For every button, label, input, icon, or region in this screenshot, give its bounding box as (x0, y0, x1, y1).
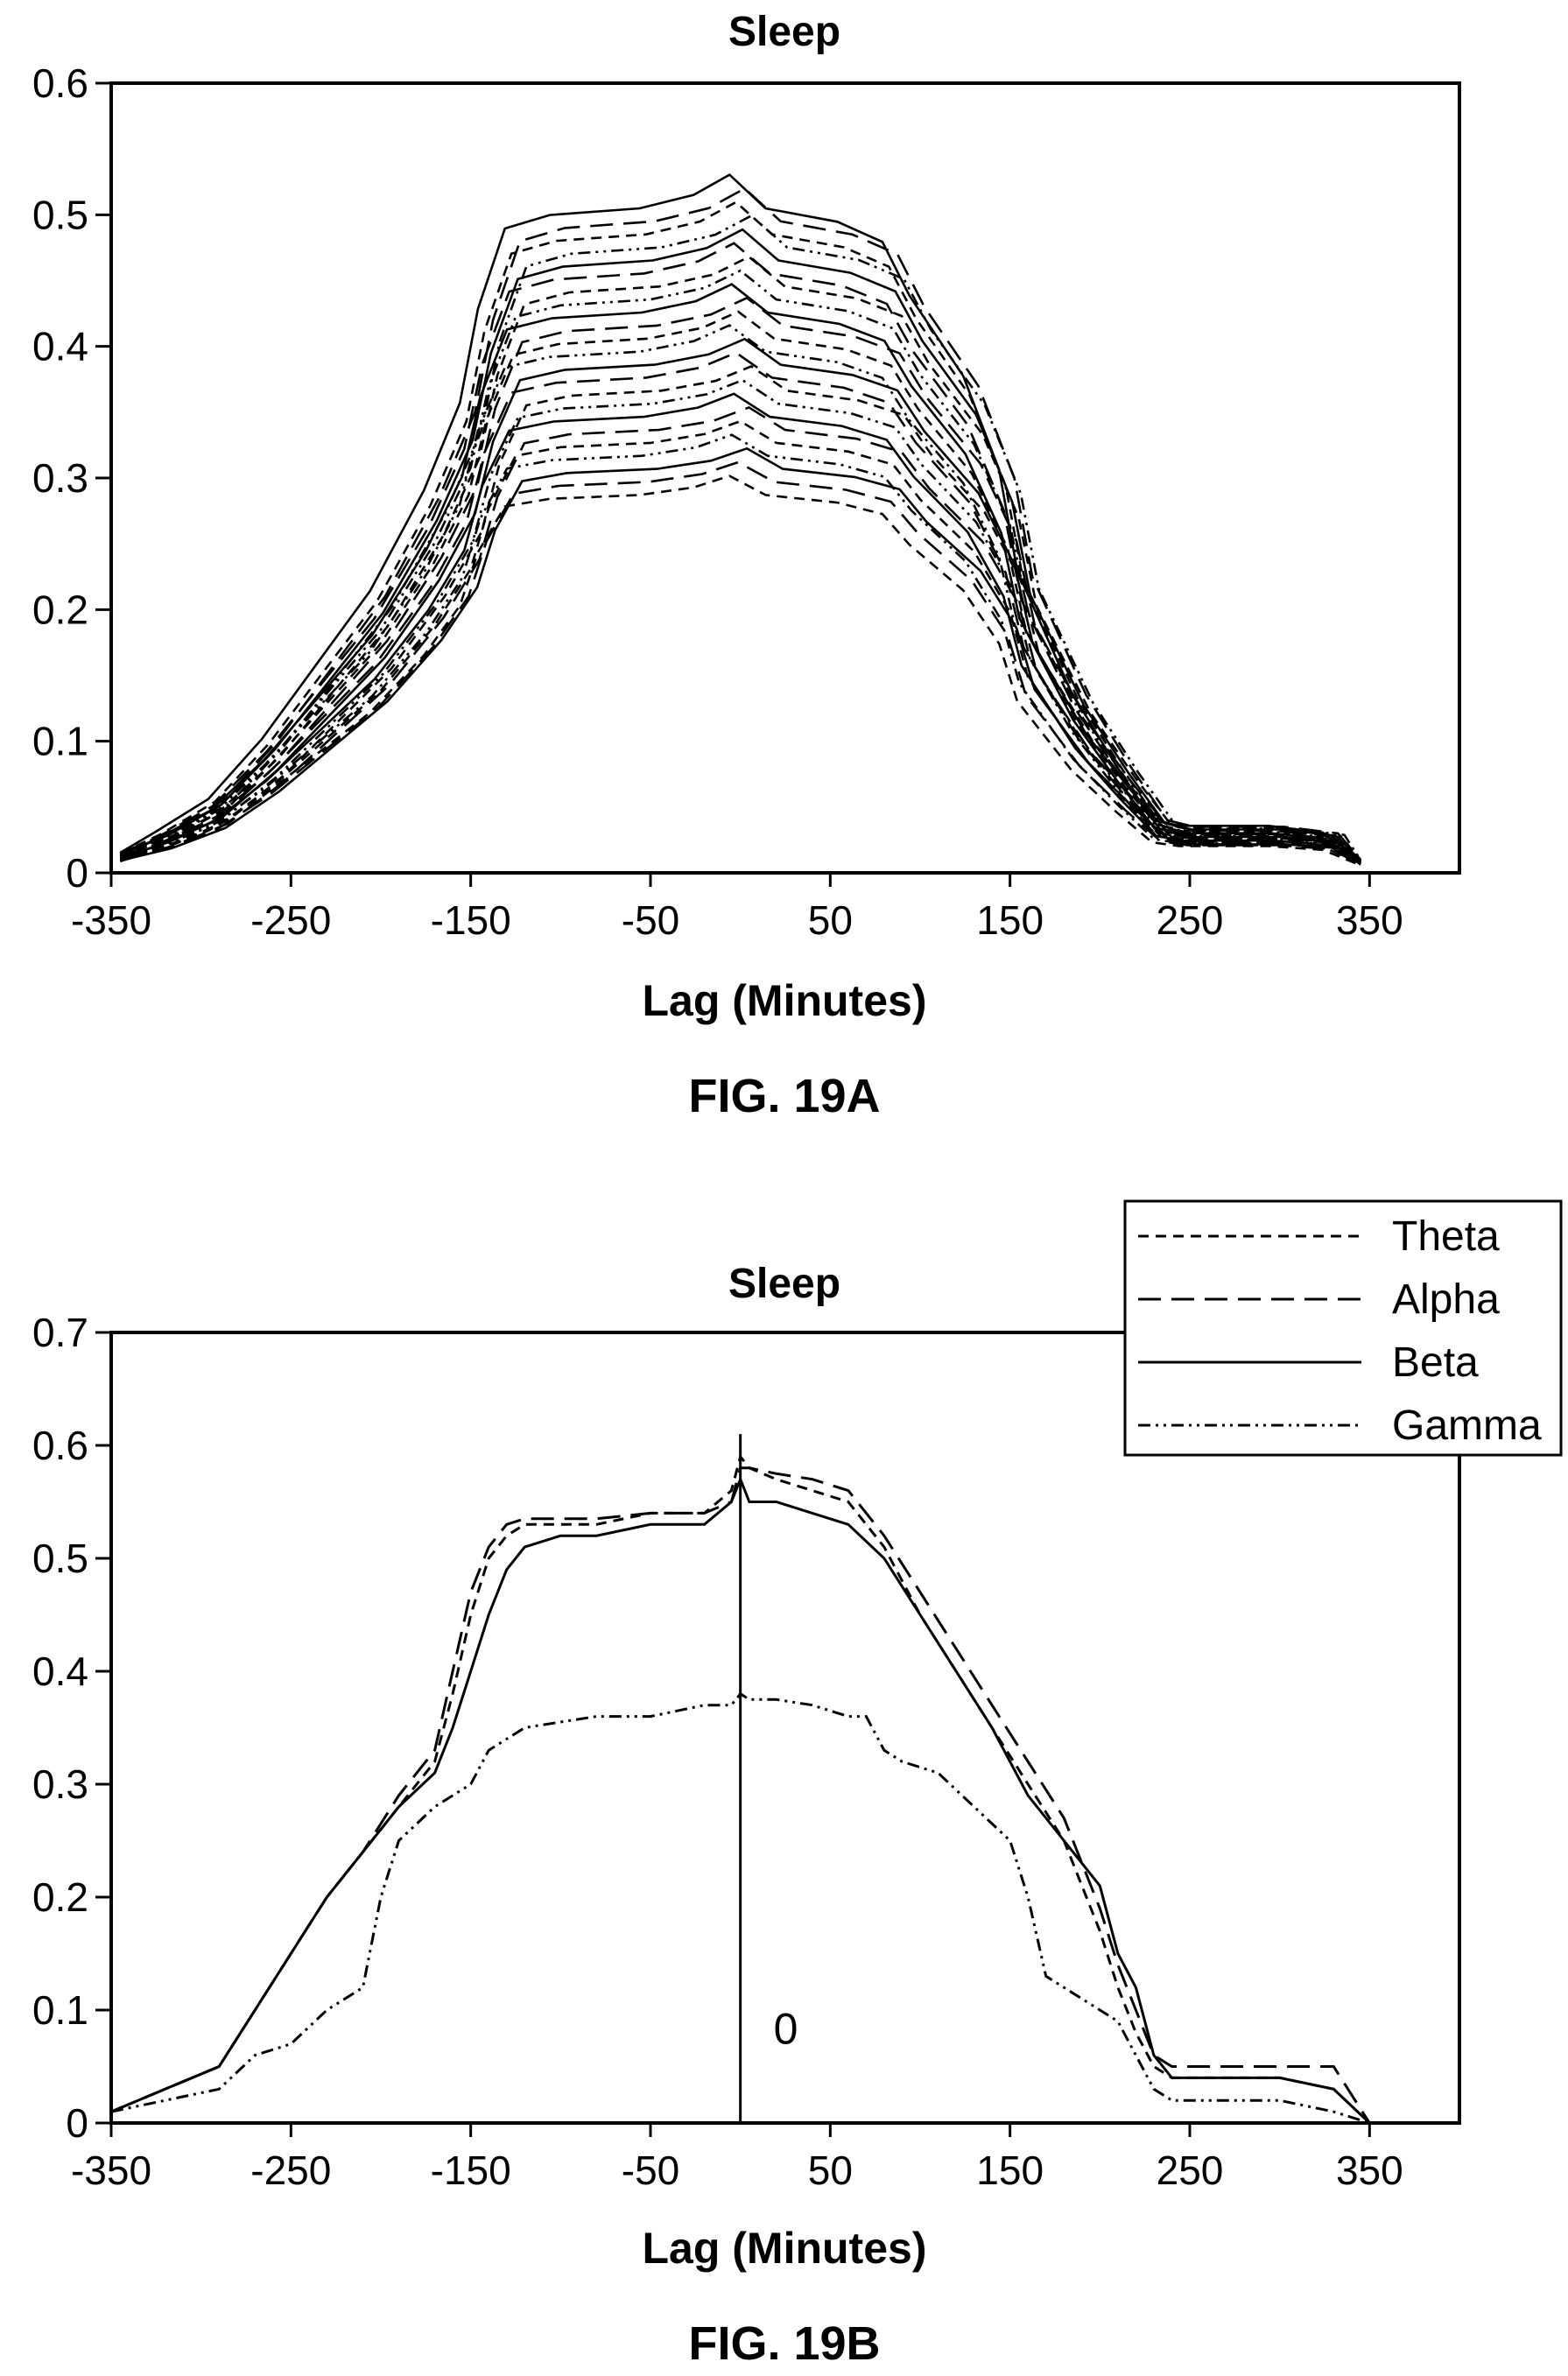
bundle-line (119, 365, 1362, 864)
legend-box (1123, 1199, 1563, 1457)
legend-entries: Theta Alpha Beta Gamma (1138, 1213, 1542, 1449)
chart-19a-y-axis: 0 0.1 0.2 0.3 0.4 0.5 0.6 (32, 60, 111, 896)
y-tick-label: 0 (66, 2100, 88, 2146)
y-tick-label: 0.7 (32, 1310, 88, 1355)
x-tick-label: -350 (71, 897, 151, 943)
bundle-line (119, 186, 1362, 861)
y-tick-label: 0.5 (32, 192, 88, 237)
chart-19b-x-axis-label: Lag (Minutes) (643, 2224, 927, 2273)
chart-19b-y-axis: 0 0.1 0.2 0.3 0.4 0.5 0.6 0.7 (32, 1310, 111, 2146)
y-tick-label: 0.3 (32, 1761, 88, 1807)
x-tick-label: 250 (1157, 2148, 1224, 2193)
y-tick-label: 0 (66, 850, 88, 896)
x-tick-label: -250 (250, 2148, 331, 2193)
bundle-line (119, 228, 1362, 861)
legend-label-beta: Beta (1392, 1339, 1479, 1386)
figure-19a-label: FIG. 19A (688, 1070, 880, 1122)
bundle-line (119, 269, 1361, 862)
x-tick-label: -150 (431, 897, 511, 943)
chart-19a-series (119, 173, 1362, 867)
bundle-line (119, 214, 1362, 861)
legend-label-theta: Theta (1392, 1213, 1500, 1260)
x-tick-label: 250 (1157, 897, 1224, 943)
bundle-line (119, 296, 1362, 863)
y-tick-label: 0.6 (32, 60, 88, 106)
chart-19b: Sleep 0 0.1 0.2 0.3 0.4 0.5 0.6 0.7 -350 -250 -15… (32, 1199, 1563, 2370)
chart-19a: Sleep 0 0.1 0.2 0.3 0.4 0.5 0.6 -350 -250 -150 -5… (32, 9, 1461, 1122)
chart-19a-x-axis: -350 -250 -150 -50 50 150 250 350 (71, 873, 1403, 943)
y-tick-label: 0.1 (32, 719, 88, 764)
y-tick-label: 0.4 (32, 1648, 88, 1694)
y-tick-label: 0.1 (32, 1987, 88, 2033)
legend-label-alpha: Alpha (1392, 1276, 1500, 1323)
bundle-line (119, 419, 1361, 866)
chart-19a-title: Sleep (728, 9, 840, 55)
chart-19a-x-axis-label: Lag (Minutes) (643, 976, 927, 1025)
figure-19b-label: FIG. 19B (688, 2317, 880, 2370)
chart-19b-zero-label: 0 (774, 2005, 798, 2054)
chart-19b-x-axis: -350 -250 -150 -50 50 150 250 350 (71, 2123, 1403, 2193)
x-tick-label: -350 (71, 2148, 151, 2193)
x-tick-label: 50 (808, 2148, 853, 2193)
y-tick-label: 0.4 (32, 324, 88, 369)
y-tick-label: 0.3 (32, 455, 88, 501)
y-tick-label: 0.2 (32, 587, 88, 632)
chart-19b-plot-frame (109, 1331, 1461, 2125)
x-tick-label: 50 (808, 897, 853, 943)
bundle-line (119, 351, 1361, 864)
x-tick-label: 350 (1336, 2148, 1403, 2193)
x-tick-label: 150 (976, 897, 1044, 943)
chart-19b-title: Sleep (728, 1261, 840, 1307)
bundle-line (119, 200, 1361, 861)
bundle-line (119, 283, 1361, 863)
chart-19b-legend: Theta Alpha Beta Gamma (1123, 1199, 1563, 1457)
bundle-line (119, 255, 1362, 862)
bundle-line (119, 474, 1361, 867)
legend-label-gamma: Gamma (1392, 1402, 1542, 1449)
bundle-line (119, 460, 1361, 867)
bundle-line (119, 310, 1361, 863)
bundle-line (119, 378, 1361, 865)
bundle-line (119, 324, 1361, 864)
chart-19a-plot-frame (109, 81, 1461, 875)
x-tick-label: -150 (431, 2148, 511, 2193)
bundle-line (119, 405, 1362, 865)
bundle-line (119, 446, 1361, 866)
series-line-gamma (110, 1691, 1370, 2125)
x-tick-label: -250 (250, 897, 331, 943)
bundle-line (119, 337, 1361, 864)
y-tick-label: 0.5 (32, 1536, 88, 1581)
x-tick-label: 350 (1336, 897, 1403, 943)
bundle-line (119, 392, 1361, 865)
bundle-line (119, 433, 1361, 866)
x-tick-label: 150 (976, 2148, 1044, 2193)
x-tick-label: -50 (622, 897, 679, 943)
y-tick-label: 0.2 (32, 1874, 88, 1920)
x-tick-label: -50 (622, 2148, 679, 2193)
y-tick-label: 0.6 (32, 1423, 88, 1468)
